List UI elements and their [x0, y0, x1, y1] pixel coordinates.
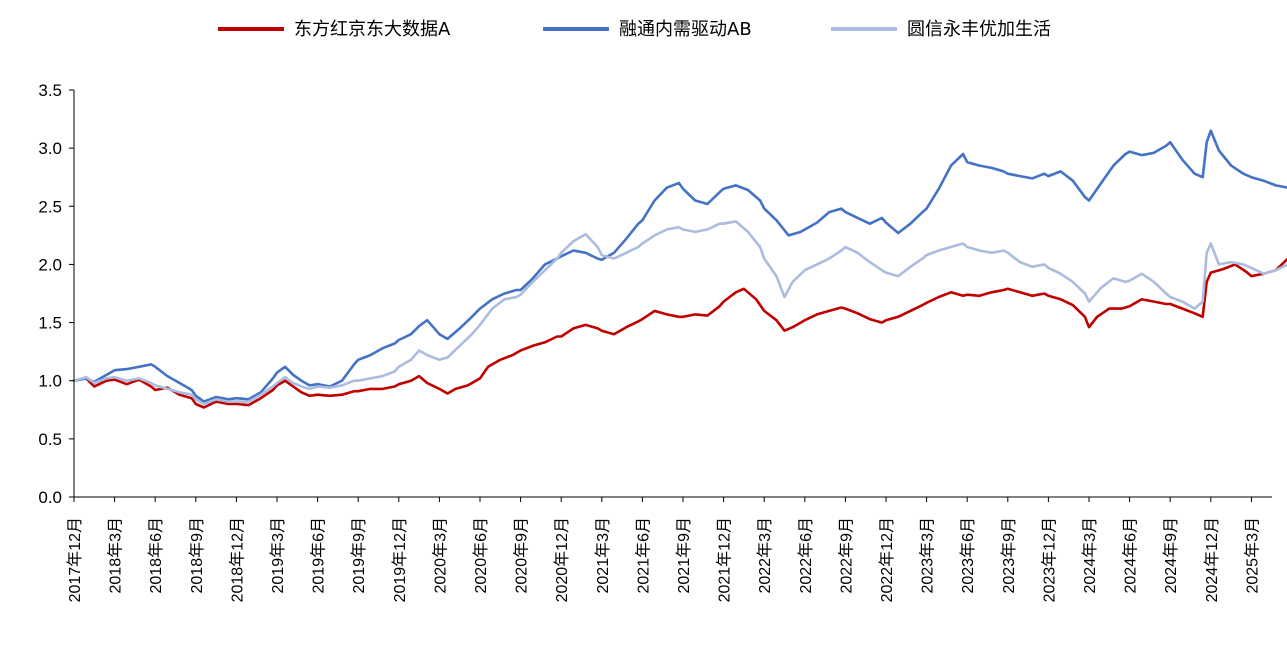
- legend-item-1: 东方红京东大数据A: [218, 19, 451, 40]
- x-tick-label: 2023年6月: [959, 517, 977, 594]
- x-tick-label: 2020年6月: [472, 517, 490, 594]
- x-tick-label: 2021年9月: [675, 517, 693, 594]
- series-layer: [72, 129, 1287, 409]
- x-tick-label: 2019年12月: [391, 517, 409, 602]
- x-tick-label: 2020年12月: [553, 517, 571, 602]
- x-tick-label: 2024年6月: [1122, 517, 1140, 594]
- x-tick-label: 2020年9月: [513, 517, 531, 594]
- y-tick-label: 0.0: [38, 488, 62, 507]
- y-tick-label: 2.5: [38, 197, 62, 216]
- legend-label: 圆信永丰优加生活: [907, 19, 1051, 40]
- x-tick-label: 2024年12月: [1203, 517, 1221, 602]
- legend-label: 融通内需驱动AB: [619, 19, 752, 40]
- x-tick-label: 2017年12月: [66, 517, 84, 602]
- y-tick-label: 3.5: [38, 81, 62, 100]
- series-line-1: [72, 257, 1287, 409]
- x-tick-label: 2019年3月: [269, 517, 287, 594]
- x-tick-label: 2022年6月: [797, 517, 815, 594]
- x-tick-label: 2023年12月: [1040, 517, 1058, 602]
- x-tick-label: 2020年3月: [431, 517, 449, 594]
- x-tick-label: 2022年3月: [756, 517, 774, 594]
- y-tick-label: 1.5: [38, 314, 62, 333]
- x-tick-label: 2024年9月: [1162, 517, 1180, 594]
- x-tick-label: 2021年6月: [634, 517, 652, 594]
- chart-legend: 东方红京东大数据A 融通内需驱动AB 圆信永丰优加生活: [218, 19, 1051, 40]
- x-tick-label: 2024年3月: [1081, 517, 1099, 594]
- legend-label: 东方红京东大数据A: [294, 19, 451, 40]
- x-tick-label: 2018年12月: [228, 517, 246, 602]
- legend-item-3: 圆信永丰优加生活: [831, 19, 1051, 40]
- x-tick-label: 2022年9月: [837, 517, 855, 594]
- x-tick-label: 2022年12月: [878, 517, 896, 602]
- x-tick-label: 2025年3月: [1243, 517, 1261, 594]
- x-tick-label: 2023年3月: [919, 517, 937, 594]
- x-tick-label: 2021年3月: [594, 517, 612, 594]
- x-tick-label: 2018年9月: [188, 517, 206, 594]
- x-tick-label: 2018年6月: [147, 517, 165, 594]
- legend-item-2: 融通内需驱动AB: [543, 19, 752, 40]
- series-line-2: [72, 129, 1287, 403]
- x-tick-label: 2019年6月: [310, 517, 328, 594]
- series-line-3: [72, 220, 1287, 406]
- y-tick-label: 0.5: [38, 430, 62, 449]
- y-tick-label: 3.0: [38, 139, 62, 158]
- x-tick-label: 2019年9月: [350, 517, 368, 594]
- x-tick-label: 2018年3月: [107, 517, 125, 594]
- y-tick-label: 2.0: [38, 255, 62, 274]
- axes-layer: 0.0 0.5 1.0 1.5 2.0 2.5 3.0 3.5 2017年12月 2018年3月 2…: [38, 81, 1272, 602]
- x-tick-label: 2023年9月: [1000, 517, 1018, 594]
- x-tick-label: 2021年12月: [716, 517, 734, 602]
- y-tick-label: 1.0: [38, 372, 62, 391]
